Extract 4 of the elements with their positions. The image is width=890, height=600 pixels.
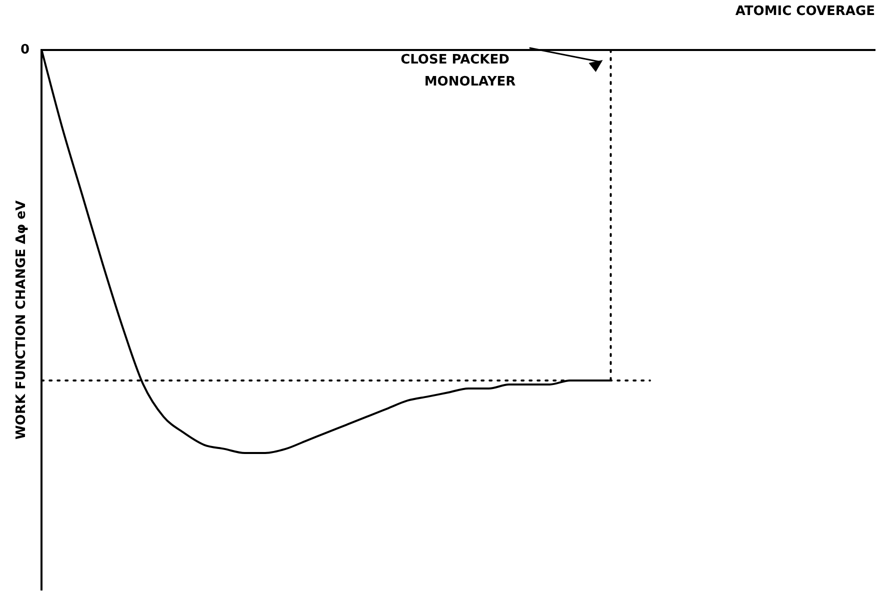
text: 0 bbox=[20, 42, 30, 58]
y-axis-title: WORK FUNCTION CHANGE Δφ eV bbox=[14, 200, 30, 440]
x-axis-title: ATOMIC COVERAGE bbox=[735, 4, 875, 20]
annotation: CLOSE PACKED MONOLAYER bbox=[400, 52, 516, 90]
